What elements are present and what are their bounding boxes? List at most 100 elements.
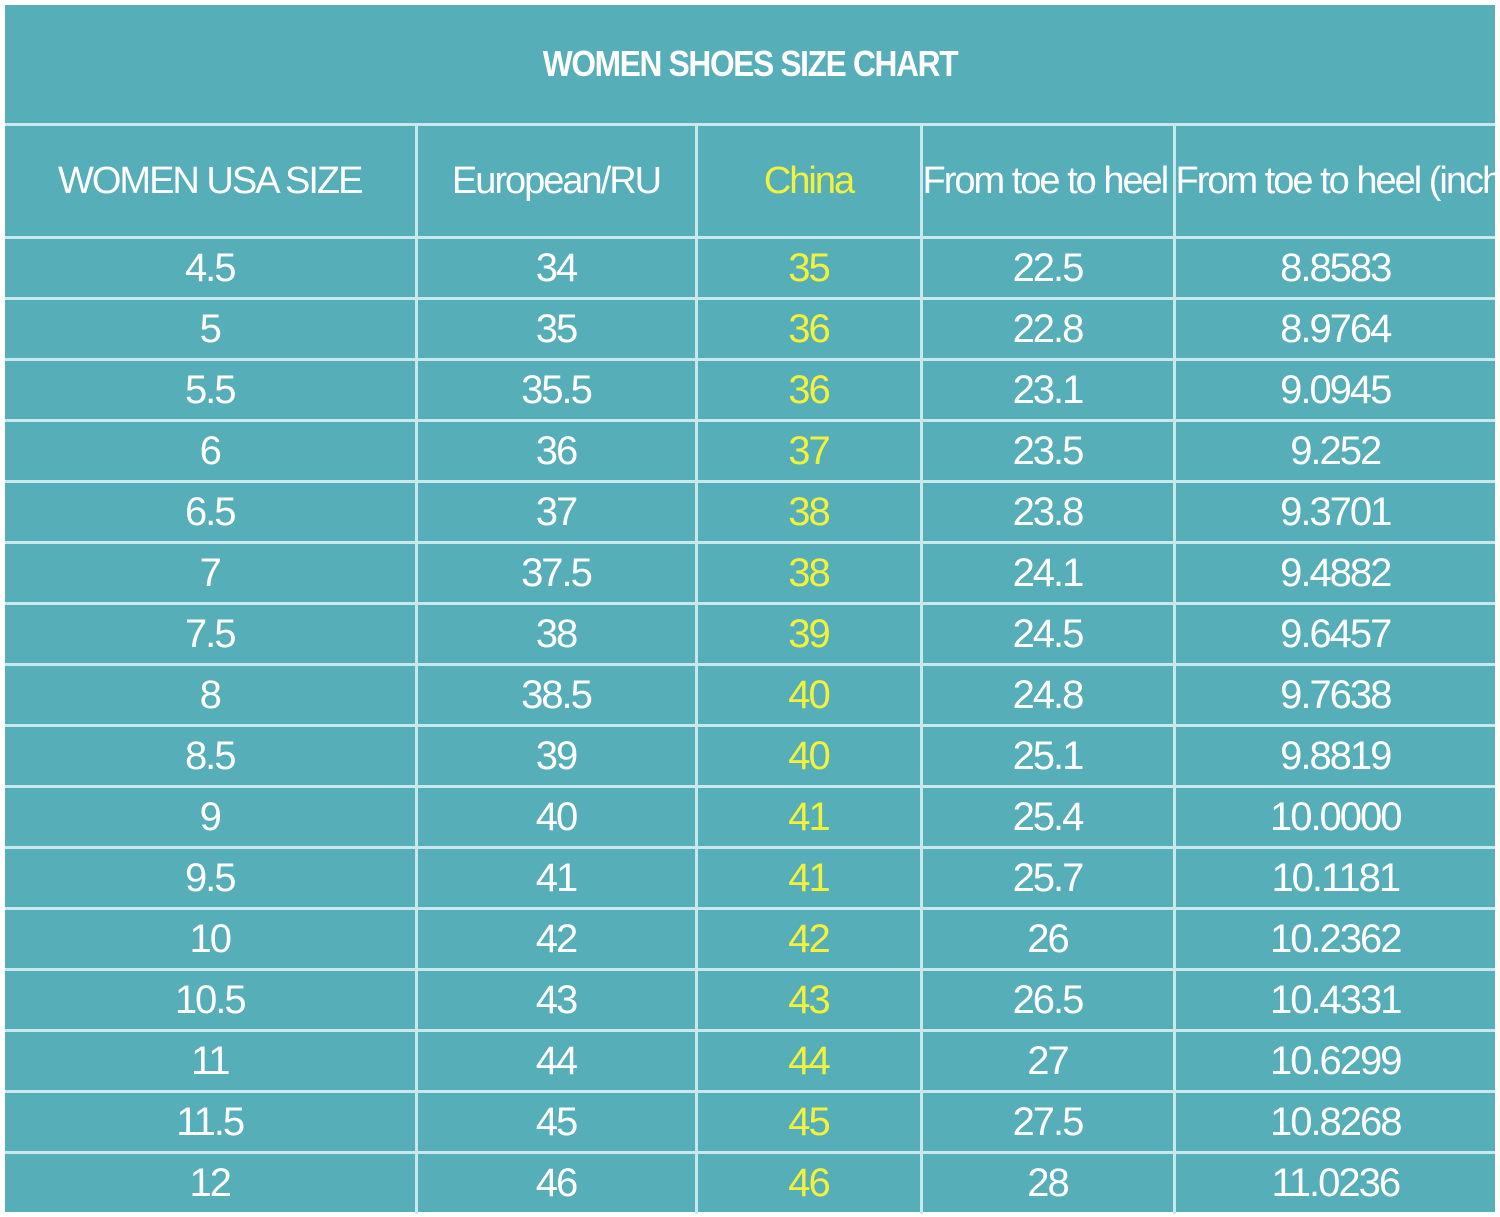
table-row: 8.5 39 40 25.1 9.8819 [5,724,1495,788]
cell-china: 39 [694,602,923,666]
cell-european-ru: 37.5 [414,541,698,605]
cell-european-ru: 41 [414,846,698,910]
cell-usa-size: 6.5 [5,480,418,544]
cell-length-cm: 27.5 [919,1090,1176,1154]
cell-length-cm: 25.4 [919,785,1176,849]
cell-length-cm: 25.7 [919,846,1176,910]
cell-length-cm: 24.8 [919,663,1176,727]
table-row: 12 46 46 28 11.0236 [5,1151,1495,1214]
cell-length-inch: 11.0236 [1172,1151,1495,1214]
size-table: WOMEN USA SIZE European/RU China From to… [5,123,1495,1214]
cell-length-inch: 10.2362 [1172,907,1495,971]
table-header: WOMEN USA SIZE European/RU China From to… [5,123,1495,239]
cell-length-inch: 9.6457 [1172,602,1495,666]
cell-china: 37 [694,419,923,483]
cell-european-ru: 35.5 [414,358,698,422]
cell-usa-size: 12 [5,1151,418,1214]
cell-length-cm: 23.5 [919,419,1176,483]
cell-usa-size: 8.5 [5,724,418,788]
cell-usa-size: 7 [5,541,418,605]
cell-usa-size: 10 [5,907,418,971]
table-row: 9.5 41 41 25.7 10.1181 [5,846,1495,910]
cell-china: 36 [694,358,923,422]
table-row: 5.5 35.5 36 23.1 9.0945 [5,358,1495,422]
cell-china: 38 [694,480,923,544]
cell-length-inch: 10.6299 [1172,1029,1495,1093]
table-row: 6 36 37 23.5 9.252 [5,419,1495,483]
cell-usa-size: 11.5 [5,1090,418,1154]
table-row: 10 42 42 26 10.2362 [5,907,1495,971]
header-row: WOMEN USA SIZE European/RU China From to… [5,123,1495,239]
cell-china: 46 [694,1151,923,1214]
cell-length-cm: 23.8 [919,480,1176,544]
cell-length-cm: 23.1 [919,358,1176,422]
cell-european-ru: 46 [414,1151,698,1214]
cell-length-inch: 10.8268 [1172,1090,1495,1154]
table-row: 7.5 38 39 24.5 9.6457 [5,602,1495,666]
cell-european-ru: 39 [414,724,698,788]
cell-china: 41 [694,846,923,910]
cell-usa-size: 8 [5,663,418,727]
cell-length-inch: 9.0945 [1172,358,1495,422]
header-length-inch: From toe to heel (inch) [1172,123,1495,239]
cell-european-ru: 42 [414,907,698,971]
cell-european-ru: 36 [414,419,698,483]
table-row: 11.5 45 45 27.5 10.8268 [5,1090,1495,1154]
size-chart: WOMEN SHOES SIZE CHART WOMEN USA SIZE Eu… [5,5,1495,1214]
cell-length-cm: 28 [919,1151,1176,1214]
cell-length-cm: 27 [919,1029,1176,1093]
cell-usa-size: 9 [5,785,418,849]
cell-length-cm: 24.5 [919,602,1176,666]
chart-title: WOMEN SHOES SIZE CHART [542,43,959,84]
table-body: 4.5 34 35 22.5 8.8583 5 35 36 22.8 8.9764 5.5 35.5 3… [5,236,1495,1214]
cell-length-cm: 22.5 [919,236,1176,300]
cell-length-cm: 26.5 [919,968,1176,1032]
cell-length-inch: 8.9764 [1172,297,1495,361]
cell-length-inch: 9.8819 [1172,724,1495,788]
cell-china: 44 [694,1029,923,1093]
cell-european-ru: 35 [414,297,698,361]
table-row: 5 35 36 22.8 8.9764 [5,297,1495,361]
cell-length-cm: 22.8 [919,297,1176,361]
cell-length-inch: 10.0000 [1172,785,1495,849]
header-european-ru: European/RU [414,123,698,239]
cell-european-ru: 45 [414,1090,698,1154]
cell-length-cm: 25.1 [919,724,1176,788]
cell-european-ru: 38 [414,602,698,666]
cell-china: 38 [694,541,923,605]
cell-china: 36 [694,297,923,361]
cell-european-ru: 38.5 [414,663,698,727]
cell-european-ru: 43 [414,968,698,1032]
cell-length-inch: 9.4882 [1172,541,1495,605]
cell-china: 41 [694,785,923,849]
cell-length-cm: 26 [919,907,1176,971]
table-row: 8 38.5 40 24.8 9.7638 [5,663,1495,727]
cell-length-inch: 9.3701 [1172,480,1495,544]
cell-china: 35 [694,236,923,300]
cell-usa-size: 5 [5,297,418,361]
header-usa-size: WOMEN USA SIZE [5,123,418,239]
cell-european-ru: 40 [414,785,698,849]
cell-length-inch: 8.8583 [1172,236,1495,300]
cell-length-inch: 9.7638 [1172,663,1495,727]
cell-european-ru: 34 [414,236,698,300]
cell-usa-size: 7.5 [5,602,418,666]
table-row: 11 44 44 27 10.6299 [5,1029,1495,1093]
cell-china: 42 [694,907,923,971]
cell-length-inch: 10.1181 [1172,846,1495,910]
cell-usa-size: 4.5 [5,236,418,300]
table-row: 6.5 37 38 23.8 9.3701 [5,480,1495,544]
header-length-cm: From toe to heel (cm) [919,123,1176,239]
cell-length-cm: 24.1 [919,541,1176,605]
cell-china: 45 [694,1090,923,1154]
cell-usa-size: 10.5 [5,968,418,1032]
cell-length-inch: 9.252 [1172,419,1495,483]
cell-china: 43 [694,968,923,1032]
cell-european-ru: 37 [414,480,698,544]
table-row: 4.5 34 35 22.5 8.8583 [5,236,1495,300]
table-row: 9 40 41 25.4 10.0000 [5,785,1495,849]
cell-china: 40 [694,724,923,788]
cell-european-ru: 44 [414,1029,698,1093]
cell-length-inch: 10.4331 [1172,968,1495,1032]
header-china: China [694,123,923,239]
